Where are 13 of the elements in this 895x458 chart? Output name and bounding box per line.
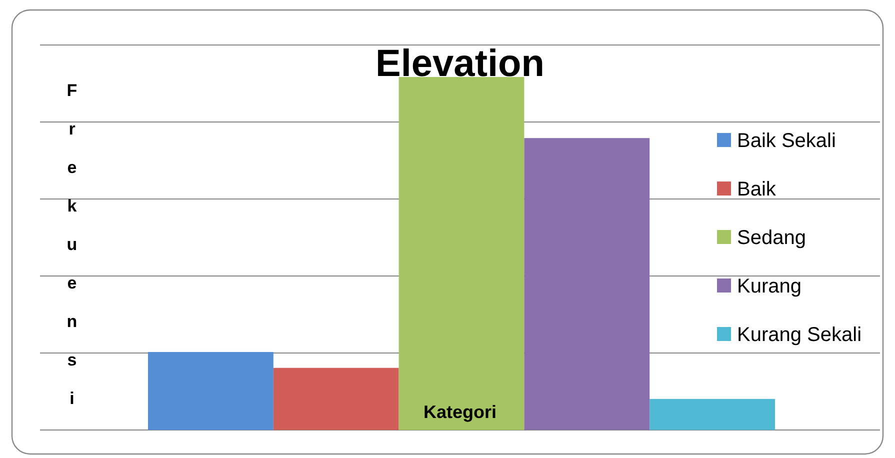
chart-title: Elevation bbox=[376, 43, 544, 85]
bar bbox=[650, 398, 775, 430]
legend-label: Baik Sekali bbox=[737, 130, 836, 152]
x-axis-title: Kategori bbox=[423, 402, 497, 422]
bar bbox=[148, 352, 274, 430]
legend-label: Sedang bbox=[737, 227, 806, 249]
legend-label: Baik bbox=[737, 178, 777, 200]
legend-label: Kurang bbox=[737, 276, 802, 298]
bar bbox=[524, 138, 650, 430]
bar bbox=[398, 77, 524, 430]
legend-label: Kurang Sekali bbox=[737, 324, 862, 346]
text: Frekuensi bbox=[66, 81, 78, 408]
bar bbox=[273, 368, 399, 430]
